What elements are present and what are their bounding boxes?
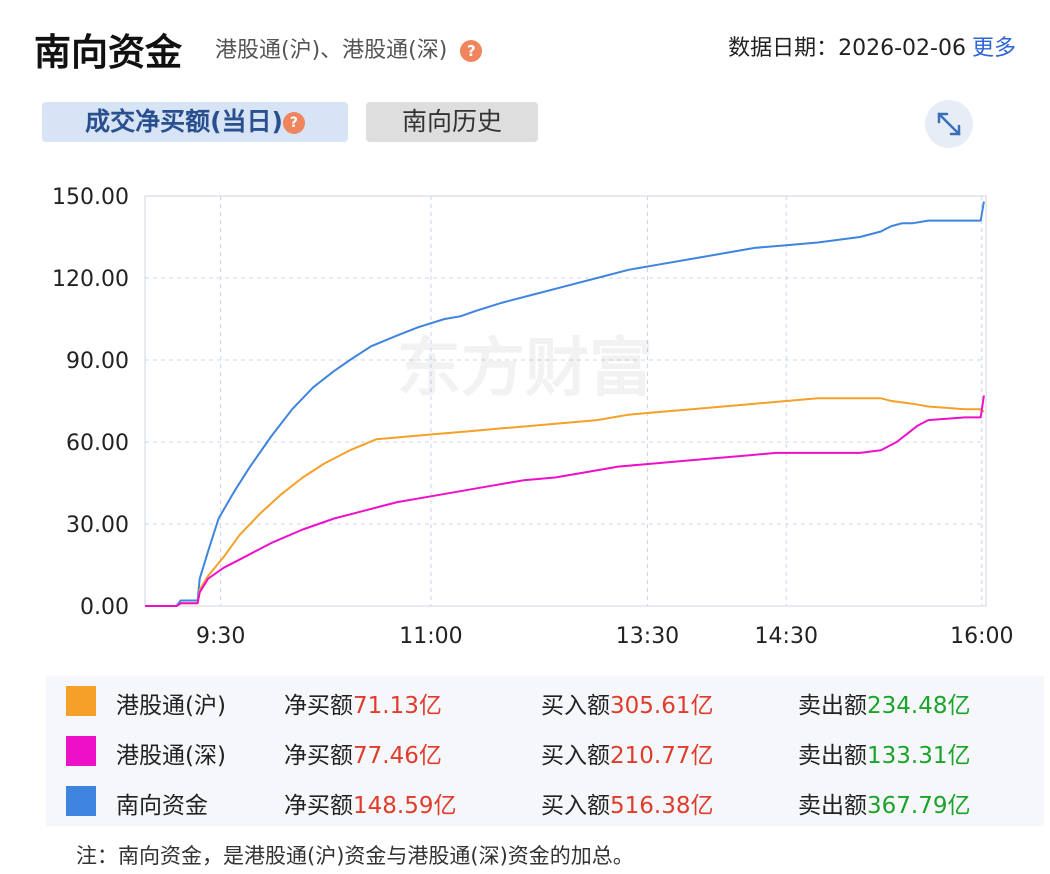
tab-net-buy-today[interactable]: 成交净买额(当日)? (42, 102, 348, 142)
series-name: 南向资金 (116, 793, 208, 819)
watermark: 东方财富 (397, 332, 653, 406)
sell-label: 卖出额 (798, 693, 867, 719)
series-line-南向资金 (145, 201, 985, 607)
help-icon[interactable]: ? (282, 112, 305, 134)
y-tick-label: 120.00 (52, 267, 129, 292)
plot-frame (144, 195, 987, 607)
sell-value: 133.31亿 (867, 743, 971, 769)
net-buy: 净买额77.46亿 (284, 736, 442, 770)
page-subtitle: 港股通(沪)、港股通(深) ? (215, 32, 483, 64)
series-line-港股通(深) (145, 395, 985, 607)
x-tick-label: 9:30 (196, 624, 245, 649)
chart-series (145, 201, 985, 607)
buy-value: 305.61亿 (610, 693, 714, 719)
y-axis: 0.00 30.00 60.00 90.00 120.00 150.00 (52, 185, 129, 620)
net-label: 净买额 (284, 693, 353, 719)
net-label: 净买额 (284, 743, 353, 769)
data-date: 数据日期：2026-02-06 更多 (728, 30, 1016, 62)
sell-value: 234.48亿 (867, 693, 971, 719)
legend-table: 港股通(沪) 净买额71.13亿 买入额305.61亿 卖出额234.48亿 港… (46, 676, 1044, 826)
line-chart: 东方财富 0.00 30.00 60.00 90.00 120.00 150.00 9:3… (52, 185, 1014, 649)
chart-grid (144, 195, 987, 607)
help-icon[interactable]: ? (460, 40, 483, 62)
date-value: 2026-02-06 (838, 36, 966, 61)
y-tick-label: 150.00 (52, 185, 129, 210)
sell-value: 367.79亿 (867, 793, 971, 819)
series-name: 港股通(深) (116, 743, 226, 769)
sell-amount: 卖出额133.31亿 (798, 736, 970, 770)
footnote: 注：南向资金，是港股通(沪)资金与港股通(深)资金的加总。 (76, 844, 634, 868)
more-link[interactable]: 更多 (971, 36, 1016, 61)
buy-value: 516.38亿 (610, 793, 714, 819)
sell-amount: 卖出额367.79亿 (798, 786, 970, 820)
header: 南向资金 港股通(沪)、港股通(深) ? 数据日期：2026-02-06 更多 (34, 20, 1034, 74)
buy-label: 买入额 (541, 793, 610, 819)
x-tick-label: 14:30 (755, 624, 818, 649)
legend-swatch (66, 686, 96, 716)
buy-amount: 买入额516.38亿 (541, 786, 713, 820)
sell-label: 卖出额 (798, 743, 867, 769)
tab-label: 南向历史 (401, 107, 502, 136)
series-name: 港股通(沪) (116, 693, 226, 719)
net-buy: 净买额71.13亿 (284, 686, 442, 720)
page-title: 南向资金 (34, 31, 182, 74)
expand-icon (937, 112, 961, 136)
legend-swatch (66, 786, 96, 816)
buy-amount: 买入额305.61亿 (541, 686, 713, 720)
sell-amount: 卖出额234.48亿 (798, 686, 970, 720)
net-buy: 净买额148.59亿 (284, 786, 456, 820)
y-tick-label: 60.00 (66, 431, 129, 456)
x-tick-label: 11:00 (399, 624, 462, 649)
buy-label: 买入额 (541, 743, 610, 769)
sell-label: 卖出额 (798, 793, 867, 819)
series-line-港股通(沪) (145, 397, 985, 607)
y-tick-label: 0.00 (80, 595, 129, 620)
legend-swatch (66, 736, 96, 766)
tab-label: 成交净买额(当日) (85, 107, 283, 136)
expand-button[interactable] (925, 100, 973, 148)
x-tick-label: 16:00 (950, 624, 1013, 649)
net-value: 77.46亿 (353, 743, 442, 769)
y-tick-label: 90.00 (66, 349, 129, 374)
buy-amount: 买入额210.77亿 (541, 736, 713, 770)
net-label: 净买额 (284, 793, 353, 819)
legend-row-total: 南向资金 净买额148.59亿 买入额516.38亿 卖出额367.79亿 (46, 776, 1044, 826)
legend-row-sh: 港股通(沪) 净买额71.13亿 买入额305.61亿 卖出额234.48亿 (46, 676, 1044, 726)
buy-label: 买入额 (541, 693, 610, 719)
y-tick-label: 30.00 (66, 513, 129, 538)
x-tick-label: 13:30 (616, 624, 679, 649)
tab-southbound-history[interactable]: 南向历史 (366, 102, 538, 142)
net-value: 71.13亿 (353, 693, 442, 719)
legend-row-sz: 港股通(深) 净买额77.46亿 买入额210.77亿 卖出额133.31亿 (46, 726, 1044, 776)
subtitle-text: 港股通(沪)、港股通(深) (215, 38, 448, 63)
x-axis: 9:30 11:00 13:30 14:30 16:00 (196, 624, 1014, 649)
net-value: 148.59亿 (353, 793, 457, 819)
date-label: 数据日期： (728, 36, 839, 61)
buy-value: 210.77亿 (610, 743, 714, 769)
